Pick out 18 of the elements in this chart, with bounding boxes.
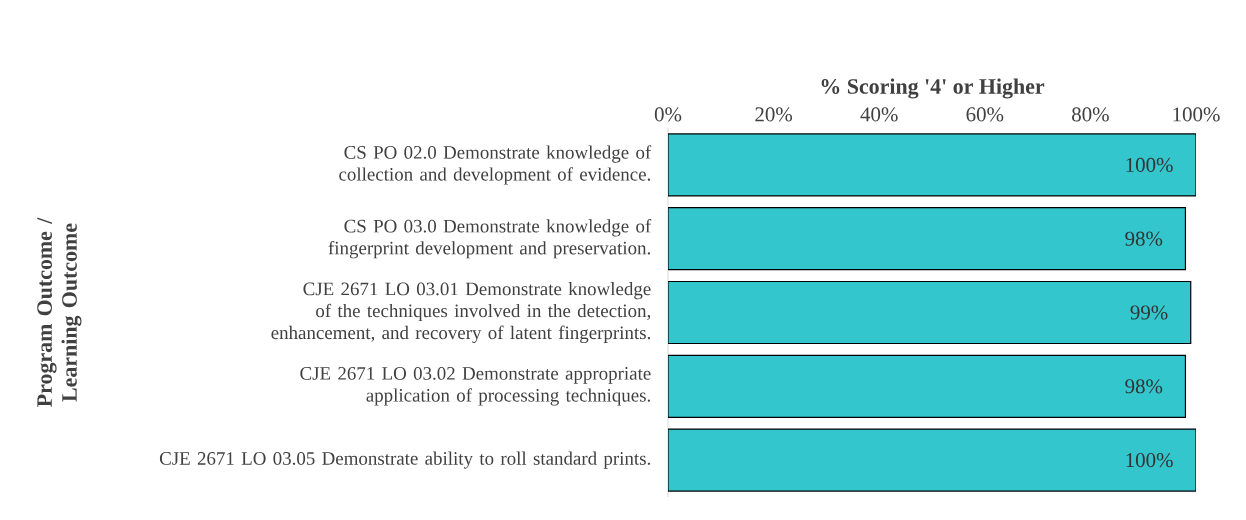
data-label: 100% — [1126, 157, 1173, 173]
x-tick-label: 60% — [966, 107, 1004, 122]
x-axis-title: % Scoring '4' or Higher — [821, 78, 1045, 99]
y-tick-label: CJE 2671 LO 03.01 Demonstrate knowledge of the techniques involved in the detection, enhancement, and recovery of latent fingerprints. — [271, 281, 651, 344]
y-tick-label: CJE 2671 LO 03.05 Demonstrate ability to roll standard prints. — [159, 451, 651, 469]
y-tick-label: CJE 2671 LO 03.02 Demonstrate appropriate application of processing techniques. — [300, 367, 651, 406]
data-label: 99% — [1130, 305, 1168, 320]
data-label: 98% — [1125, 231, 1163, 246]
y-tick-label: CS PO 02.0 Demonstrate knowledge of collection and development of evidence. — [339, 145, 652, 185]
x-tick-label: 80% — [1072, 107, 1109, 122]
data-label: 100% — [1126, 453, 1173, 468]
x-tick-label: 100% — [1173, 107, 1220, 122]
x-tick-label: 40% — [860, 107, 898, 122]
x-tick-label: 0% — [654, 107, 682, 122]
data-label: 98% — [1125, 379, 1163, 394]
x-tick-label: 20% — [755, 107, 793, 122]
y-tick-label: CS PO 03.0 Demonstrate knowledge of fingerprint development and preservation. — [328, 219, 652, 259]
y-axis-title: Program Outcome / Learning Outcome — [37, 217, 82, 407]
